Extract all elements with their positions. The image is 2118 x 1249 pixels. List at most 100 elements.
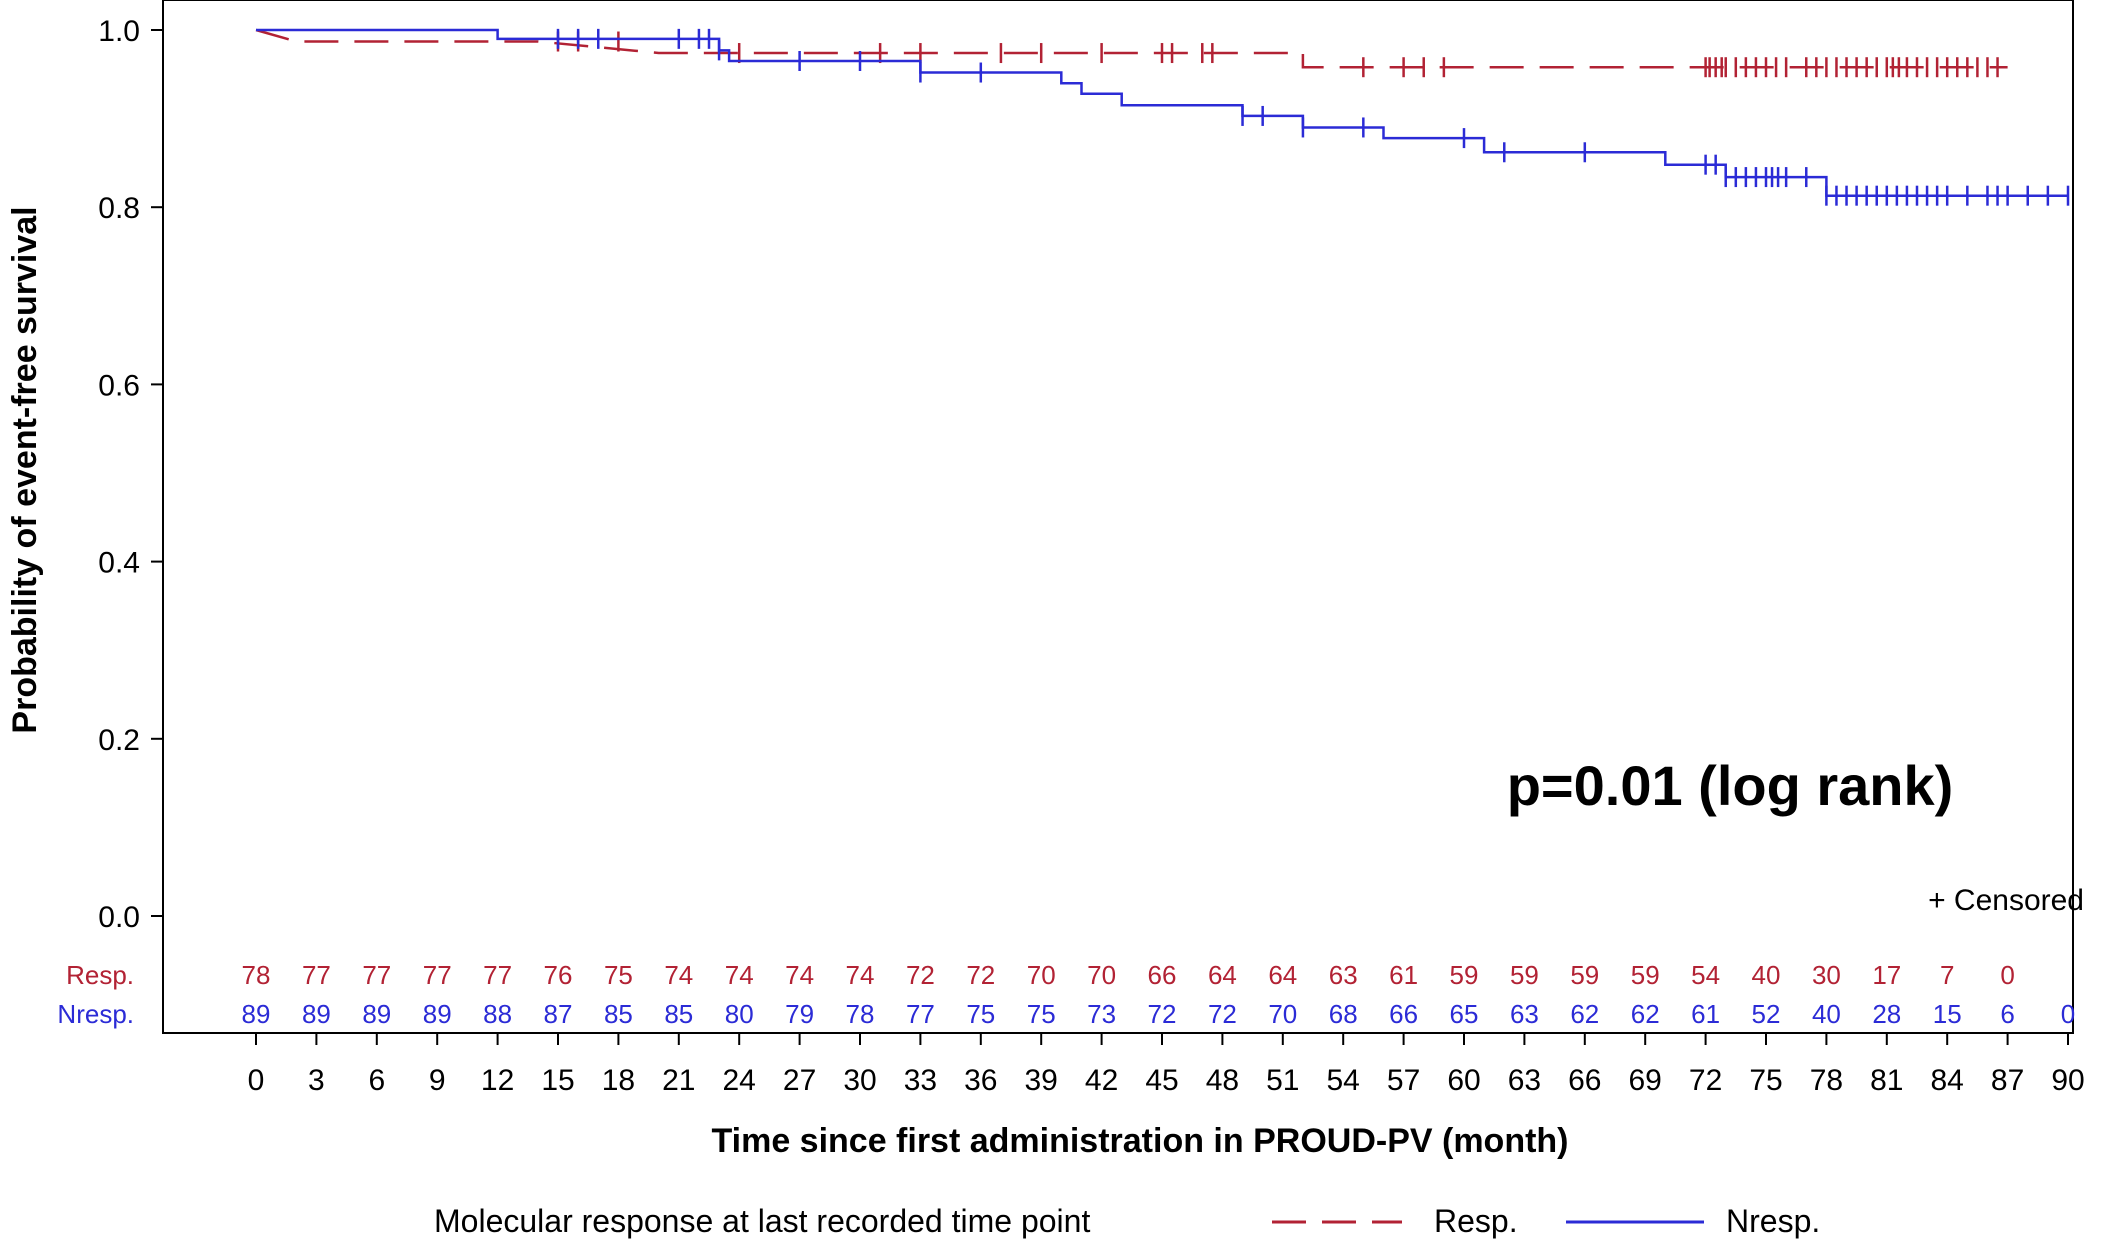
legend-label-nresp: Nresp. [1726,1203,1820,1239]
risk-value: 74 [785,960,814,990]
risk-value: 0 [2061,999,2075,1029]
x-tick-label: 15 [541,1064,574,1097]
risk-value: 62 [1570,999,1599,1029]
risk-value: 77 [423,960,452,990]
y-axis-title: Probability of event-free survival [6,206,44,733]
x-tick-label: 45 [1145,1064,1178,1097]
x-tick-label: 0 [248,1064,265,1097]
censored-note: + Censored [1928,884,2084,917]
risk-value: 59 [1570,960,1599,990]
risk-value: 77 [302,960,331,990]
x-tick-label: 63 [1508,1064,1541,1097]
risk-value: 75 [966,999,995,1029]
risk-value: 61 [1691,999,1720,1029]
x-tick-label: 75 [1749,1064,1782,1097]
risk-value: 74 [725,960,754,990]
risk-value: 64 [1208,960,1237,990]
y-tick-label: 0.8 [98,192,140,225]
x-tick-label: 87 [1991,1064,2024,1097]
risk-value: 17 [1872,960,1901,990]
risk-value: 28 [1872,999,1901,1029]
risk-value: 30 [1812,960,1841,990]
risk-value: 74 [846,960,875,990]
risk-value: 0 [2000,960,2014,990]
risk-value: 75 [604,960,633,990]
risk-value: 72 [906,960,935,990]
risk-value: 59 [1450,960,1479,990]
x-tick-label: 66 [1568,1064,1601,1097]
x-tick-label: 48 [1206,1064,1239,1097]
x-tick-label: 30 [843,1064,876,1097]
x-tick-label: 84 [1931,1064,1964,1097]
legend-label-resp: Resp. [1434,1203,1518,1239]
series-layer [255,28,2070,206]
risk-value: 40 [1752,960,1781,990]
risk-value: 89 [362,999,391,1029]
risk-value: 64 [1268,960,1297,990]
risk-value: 72 [1148,999,1177,1029]
x-tick-label: 78 [1810,1064,1843,1097]
y-tick-label: 1.0 [98,15,140,48]
x-tick-label: 9 [429,1064,446,1097]
risk-value: 70 [1087,960,1116,990]
risk-table: Resp. 78 77 77 77 77 76 75 74 74 74 74 72 72 70 70 66 64 6… [57,960,2075,1029]
x-tick-label: 81 [1870,1064,1903,1097]
x-tick-label: 3 [308,1064,325,1097]
y-axis-ticks: 0.0 0.2 0.4 0.6 0.8 1.0 [98,15,163,934]
x-tick-label: 18 [602,1064,635,1097]
x-tick-label: 60 [1447,1064,1480,1097]
plot-frame [162,0,2074,1034]
x-axis-title: Time since first administration in PROUD… [711,1122,1568,1160]
series-line-nresp [256,28,2068,197]
risk-value: 7 [1940,960,1954,990]
risk-value: 61 [1389,960,1418,990]
risk-value: 89 [242,999,271,1029]
x-tick-label: 33 [904,1064,937,1097]
risk-value: 85 [604,999,633,1029]
risk-value: 40 [1812,999,1841,1029]
risk-value: 15 [1933,999,1962,1029]
x-tick-label: 36 [964,1064,997,1097]
risk-value: 72 [1208,999,1237,1029]
risk-value: 65 [1450,999,1479,1029]
risk-value: 63 [1510,999,1539,1029]
x-tick-label: 24 [723,1064,756,1097]
risk-value: 87 [544,999,573,1029]
x-tick-label: 54 [1327,1064,1360,1097]
risk-value: 6 [2000,999,2014,1029]
risk-value: 54 [1691,960,1720,990]
risk-value: 78 [242,960,271,990]
legend-title: Molecular response at last recorded time… [434,1203,1090,1239]
x-tick-label: 72 [1689,1064,1722,1097]
risk-value: 59 [1510,960,1539,990]
y-tick-label: 0.0 [98,901,140,934]
x-tick-label: 21 [662,1064,695,1097]
x-tick-label: 6 [368,1064,385,1097]
risk-value: 74 [664,960,693,990]
risk-value: 66 [1148,960,1177,990]
risk-value: 85 [664,999,693,1029]
risk-value: 78 [846,999,875,1029]
risk-value: 52 [1752,999,1781,1029]
risk-value: 68 [1329,999,1358,1029]
risk-value: 80 [725,999,754,1029]
y-tick-label: 0.6 [98,369,140,402]
x-tick-label: 90 [2051,1064,2084,1097]
risk-value: 88 [483,999,512,1029]
risk-value: 89 [423,999,452,1029]
risk-value: 75 [1027,999,1056,1029]
x-tick-label: 42 [1085,1064,1118,1097]
risk-row-label: Resp. [66,960,134,990]
x-tick-label: 12 [481,1064,514,1097]
risk-value: 62 [1631,999,1660,1029]
risk-value: 70 [1268,999,1297,1029]
risk-value: 77 [362,960,391,990]
risk-value: 66 [1389,999,1418,1029]
risk-value: 79 [785,999,814,1029]
p-value-annotation: p=0.01 (log rank) [1507,754,1954,817]
risk-value: 76 [544,960,573,990]
x-axis-ticks: 0 3 6 9 12 15 18 21 24 27 30 33 36 39 42 45 48 51 54 57 60 63… [248,1033,2085,1097]
x-tick-label: 51 [1266,1064,1299,1097]
